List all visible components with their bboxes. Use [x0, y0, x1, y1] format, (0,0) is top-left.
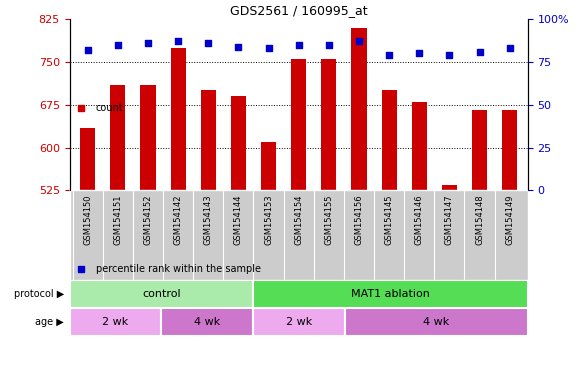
Text: GSM154150: GSM154150 [83, 195, 92, 245]
Bar [110, 85, 125, 190]
Point [83, 47, 92, 53]
Point [264, 45, 273, 51]
Point [173, 38, 183, 45]
Point [143, 40, 153, 46]
Bar [70, 280, 253, 308]
Bar [201, 91, 216, 190]
Text: GSM154156: GSM154156 [354, 195, 364, 245]
Bar [253, 280, 528, 308]
Bar [412, 102, 427, 190]
Text: 2 wk: 2 wk [285, 317, 312, 327]
Point [204, 40, 213, 46]
Bar [261, 142, 276, 190]
Bar [171, 48, 186, 190]
Bar [70, 308, 161, 336]
Text: GSM154144: GSM154144 [234, 195, 243, 245]
Bar [253, 308, 345, 336]
Text: age ▶: age ▶ [35, 317, 64, 327]
Bar [442, 185, 457, 190]
Point [385, 52, 394, 58]
Bar [351, 28, 367, 190]
Text: GSM154143: GSM154143 [204, 195, 213, 245]
Bar [161, 308, 253, 336]
Text: GSM154151: GSM154151 [113, 195, 122, 245]
Text: 4 wk: 4 wk [423, 317, 450, 327]
Point [415, 50, 424, 56]
Text: GSM154154: GSM154154 [294, 195, 303, 245]
Text: 2 wk: 2 wk [102, 317, 129, 327]
Point [475, 49, 484, 55]
Text: GSM154147: GSM154147 [445, 195, 454, 245]
Text: percentile rank within the sample: percentile rank within the sample [96, 264, 260, 274]
Text: GSM154152: GSM154152 [143, 195, 153, 245]
Text: GSM154142: GSM154142 [173, 195, 183, 245]
Title: GDS2561 / 160995_at: GDS2561 / 160995_at [230, 3, 368, 17]
Bar [80, 127, 95, 190]
Text: GSM154145: GSM154145 [385, 195, 394, 245]
Text: GSM154153: GSM154153 [264, 195, 273, 245]
Text: GSM154155: GSM154155 [324, 195, 334, 245]
Bar [291, 59, 306, 190]
Bar [321, 59, 336, 190]
Text: GSM154148: GSM154148 [475, 195, 484, 245]
Text: count: count [96, 103, 124, 113]
Text: control: control [142, 289, 180, 299]
Bar [382, 91, 397, 190]
Bar [502, 111, 517, 190]
Text: GSM154146: GSM154146 [415, 195, 424, 245]
Point [324, 42, 334, 48]
Text: protocol ▶: protocol ▶ [13, 289, 64, 299]
Point [113, 42, 122, 48]
Point [294, 42, 303, 48]
Point [445, 52, 454, 58]
Bar [231, 96, 246, 190]
Text: MAT1 ablation: MAT1 ablation [351, 289, 430, 299]
Point [354, 38, 364, 45]
Point [234, 43, 243, 50]
Text: GSM154149: GSM154149 [505, 195, 514, 245]
Point [505, 45, 514, 51]
Text: 4 wk: 4 wk [194, 317, 220, 327]
Bar [472, 111, 487, 190]
Bar [140, 85, 155, 190]
Bar [345, 308, 528, 336]
